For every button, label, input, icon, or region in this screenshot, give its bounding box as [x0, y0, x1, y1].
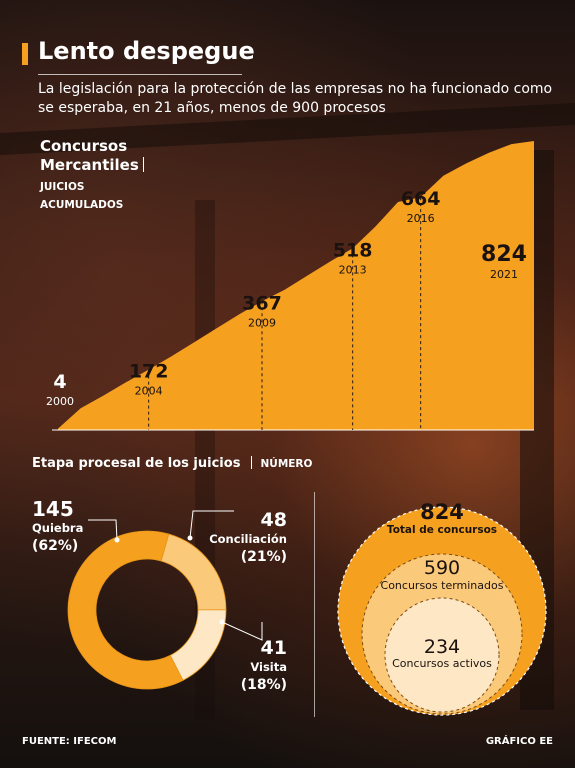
stage-heading: Etapa procesal de los juicios NÚMERO — [32, 456, 313, 471]
annotation-value: 367 — [242, 292, 282, 314]
annotation-value: 518 — [333, 239, 373, 261]
annotation-year: 2013 — [339, 263, 367, 276]
page-title: Lento despegue — [38, 37, 255, 65]
total-label: Total de concursos — [387, 524, 497, 536]
area-chart-title: Concursos Mercantiles — [40, 137, 170, 175]
donut-slice-quiebra — [67, 530, 184, 690]
leader-dot-conciliacion — [187, 535, 193, 541]
annotation-2016: 664 2016 — [401, 188, 441, 225]
donut-label-quiebra: 145 Quiebra (62%) — [32, 497, 84, 554]
annotation-value: 824 — [481, 242, 527, 267]
section-divider — [314, 492, 315, 717]
terminados-label: Concursos terminados — [381, 579, 504, 592]
annotation-year: 2000 — [46, 395, 74, 408]
leader-visita — [221, 621, 263, 641]
activos-value: 234 — [424, 636, 460, 658]
credit-note: GRÁFICO EE — [485, 736, 553, 747]
annotation-2000: 4 2000 — [46, 371, 74, 408]
leader-quiebra — [88, 519, 118, 541]
annotation-year: 2009 — [248, 316, 276, 329]
activos-label: Concursos activos — [392, 657, 492, 670]
terminados-value: 590 — [424, 557, 460, 579]
annotation-2009: 367 2009 — [242, 292, 282, 329]
donut-label-visita: 41 Visita (18%) — [240, 637, 287, 693]
source-note: FUENTE: IFECOM — [22, 736, 117, 747]
area-series — [58, 141, 534, 430]
leader-dot-quiebra — [114, 537, 120, 543]
annotation-value: 664 — [401, 188, 441, 210]
donut-label-conciliacion: 48 Conciliación (21%) — [209, 509, 287, 565]
annotation-year: 2016 — [407, 212, 435, 225]
title-underline — [38, 74, 242, 75]
leader-dot-visita — [219, 619, 225, 625]
annotation-value: 4 — [53, 371, 66, 393]
annotation-2013: 518 2013 — [333, 239, 373, 276]
annotation-year: 2004 — [135, 385, 163, 398]
circle-activos — [384, 597, 500, 713]
title-accent-bar — [22, 43, 28, 65]
annotation-value: 172 — [129, 361, 169, 383]
area-chart-subtitle: JUICIOS ACUMULADOS — [40, 181, 124, 211]
page-subtitle: La legislación para la protección de las… — [38, 81, 553, 116]
total-value: 824 — [420, 500, 464, 524]
leader-conciliacion — [189, 510, 234, 539]
annotation-2004: 172 2004 — [129, 361, 169, 398]
annotation-year: 2021 — [490, 268, 518, 281]
